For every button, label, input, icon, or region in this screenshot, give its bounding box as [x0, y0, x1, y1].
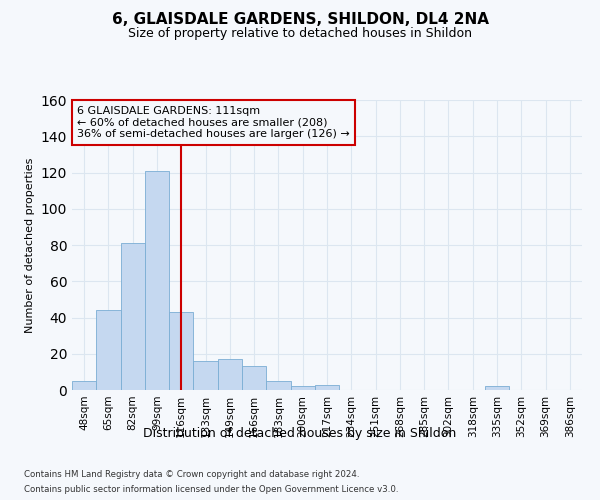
Text: Distribution of detached houses by size in Shildon: Distribution of detached houses by size … — [143, 428, 457, 440]
Text: Contains public sector information licensed under the Open Government Licence v3: Contains public sector information licen… — [24, 485, 398, 494]
Bar — [121, 243, 145, 390]
Bar — [266, 381, 290, 390]
Text: 6, GLAISDALE GARDENS, SHILDON, DL4 2NA: 6, GLAISDALE GARDENS, SHILDON, DL4 2NA — [112, 12, 488, 28]
Bar — [242, 366, 266, 390]
Bar — [145, 170, 169, 390]
Bar — [169, 312, 193, 390]
Y-axis label: Number of detached properties: Number of detached properties — [25, 158, 35, 332]
Bar — [96, 310, 121, 390]
Bar — [72, 381, 96, 390]
Text: Size of property relative to detached houses in Shildon: Size of property relative to detached ho… — [128, 28, 472, 40]
Bar — [290, 386, 315, 390]
Bar — [315, 384, 339, 390]
Bar — [485, 386, 509, 390]
Bar — [218, 359, 242, 390]
Bar — [193, 361, 218, 390]
Text: Contains HM Land Registry data © Crown copyright and database right 2024.: Contains HM Land Registry data © Crown c… — [24, 470, 359, 479]
Text: 6 GLAISDALE GARDENS: 111sqm
← 60% of detached houses are smaller (208)
36% of se: 6 GLAISDALE GARDENS: 111sqm ← 60% of det… — [77, 106, 350, 139]
